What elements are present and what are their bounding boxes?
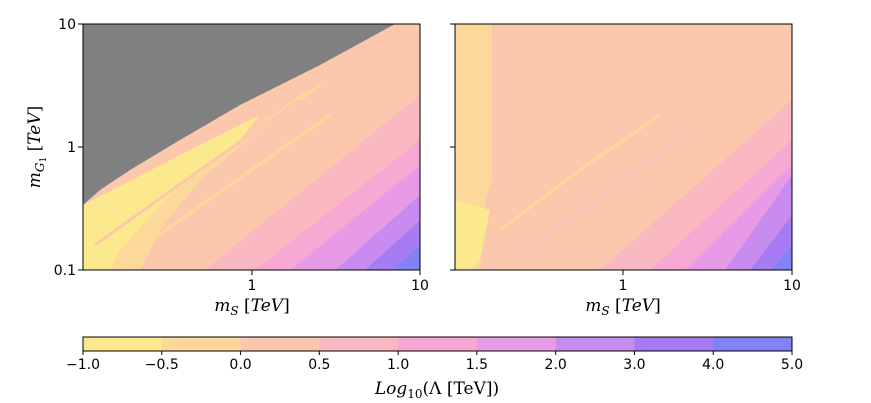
colorbar-tick-label: −1.0 — [66, 357, 100, 373]
left-xlabel: mS [TeV] — [214, 296, 289, 318]
right-plot-area — [455, 24, 792, 270]
right-band-3p0 — [750, 215, 792, 270]
colorbar-segment — [398, 337, 478, 351]
right-panel: 1 10 mS [TeV] — [450, 23, 801, 318]
left-ylabel: mG1 [TeV] — [25, 106, 49, 189]
left-plot-area — [83, 24, 420, 270]
colorbar-segment — [555, 337, 635, 351]
right-xlabel: mS [TeV] — [585, 296, 660, 318]
right-streak-2 — [519, 128, 691, 257]
left-band-1p0 — [255, 140, 420, 270]
colorbar-label-pre: Log — [374, 379, 408, 399]
colorbar-segment — [161, 337, 242, 351]
right-band-4p0 — [770, 245, 792, 270]
left-band-0p5 — [205, 95, 420, 270]
colorbar-tick-label: 5.0 — [781, 357, 803, 373]
colorbar-tick-label: 2.0 — [545, 357, 567, 373]
colorbar-segment — [319, 337, 399, 351]
colorbar-tick-label: 1.5 — [466, 357, 488, 373]
colorbar-segment — [476, 337, 557, 351]
right-band-1p0 — [650, 140, 792, 270]
colorbar-tick-label: 0.5 — [308, 357, 330, 373]
colorbar-segment — [83, 337, 163, 351]
right-xtick-label-10: 10 — [783, 278, 801, 294]
left-ytick-label-0p1: 0.1 — [54, 263, 76, 279]
colorbar-tick-label: 3.0 — [623, 357, 645, 373]
left-band-3p0 — [365, 220, 420, 270]
left-band-light-orange — [110, 80, 330, 270]
colorbar-label-post: (Λ [TeV]) — [423, 379, 500, 399]
colorbar-tick-label: 0.0 — [229, 357, 251, 373]
colorbar-segments — [83, 337, 793, 351]
colorbar-label-sub: 10 — [407, 387, 422, 401]
left-band-1p5 — [290, 165, 420, 270]
colorbar-segment — [240, 337, 320, 351]
left-ytick-label-1: 1 — [67, 140, 76, 156]
left-streak-1 — [94, 98, 301, 247]
right-band-1p5 — [685, 165, 792, 270]
colorbar-tick-label: −0.5 — [145, 357, 179, 373]
right-band-0p5 — [600, 100, 792, 270]
left-xtick-label-1: 1 — [248, 278, 257, 294]
left-excluded-region — [83, 24, 395, 205]
left-band-2p0 — [335, 195, 420, 270]
right-band-yellow-lower — [455, 200, 490, 270]
left-band-4p0 — [392, 245, 420, 270]
colorbar-segment — [634, 337, 714, 351]
colorbar-tick-label: 4.0 — [702, 357, 724, 373]
colorbar: −1.0 −0.5 0.0 0.5 1.0 1.5 2.0 3.0 4.0 5.0 Log10(Λ… — [66, 336, 803, 401]
colorbar-label: Log10(Λ [TeV]) — [374, 379, 499, 401]
left-band-yellow — [83, 115, 260, 270]
right-band-2p0 — [725, 175, 792, 270]
left-panel: 1 10 0.1 1 10 mS [TeV] mG1 [TeV] — [25, 17, 429, 318]
colorbar-frame — [82, 336, 793, 352]
colorbar-ticks: −1.0 −0.5 0.0 0.5 1.0 1.5 2.0 3.0 4.0 5.0 — [66, 351, 803, 373]
right-xtick-label-1: 1 — [619, 278, 628, 294]
left-ytick-label-10: 10 — [58, 17, 76, 33]
right-streak-1 — [499, 113, 661, 232]
left-streak-2 — [119, 113, 331, 264]
left-xtick-label-10: 10 — [411, 278, 429, 294]
colorbar-segment — [713, 337, 793, 351]
colorbar-tick-label: 1.0 — [387, 357, 409, 373]
